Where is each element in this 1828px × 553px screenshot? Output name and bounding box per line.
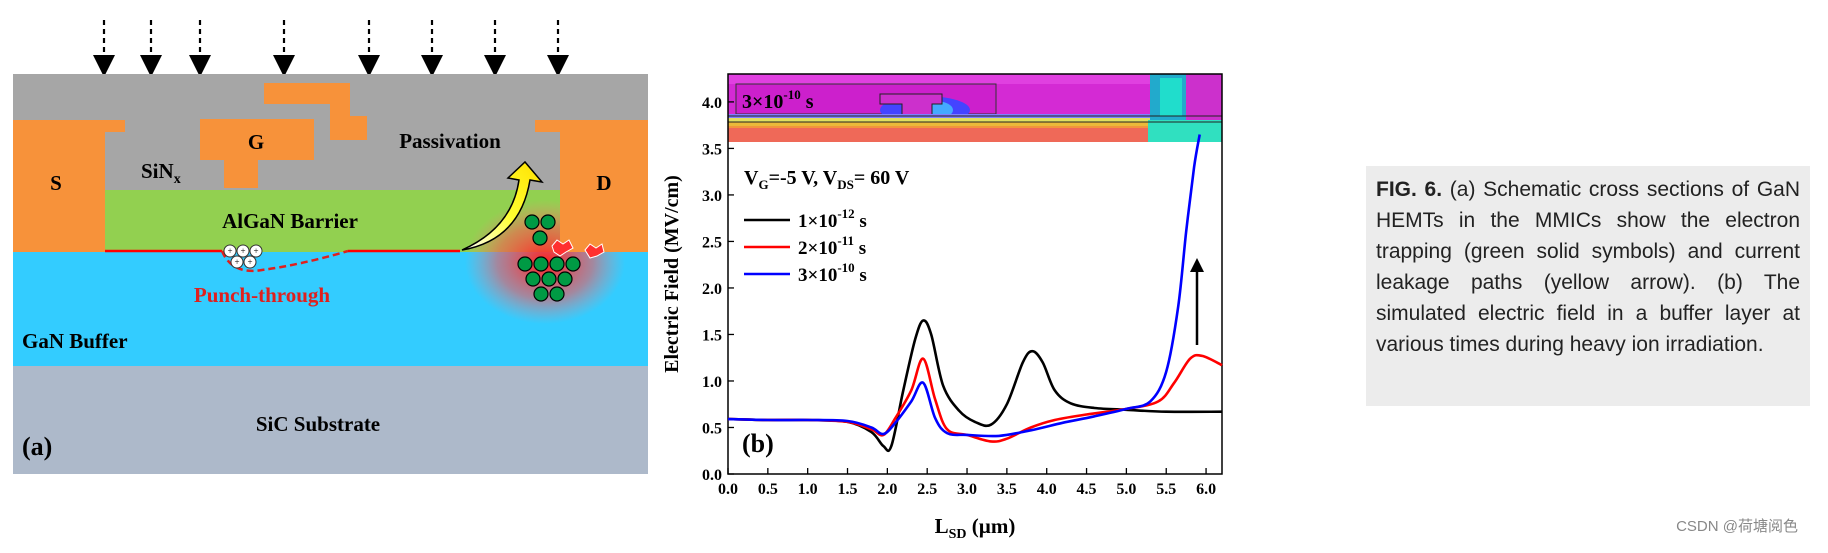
y-tick-label: 2.5 xyxy=(702,234,722,251)
y-tick-label: 3.0 xyxy=(702,188,722,205)
x-tick-label: 3.5 xyxy=(997,481,1017,498)
x-tick-label: 3.0 xyxy=(957,481,977,498)
x-tick-label: 1.5 xyxy=(838,481,858,498)
svg-text:+: + xyxy=(234,257,239,267)
legend-label-2: 2×10-11 s xyxy=(798,233,866,259)
increase-arrow xyxy=(1190,258,1204,345)
y-tick-label: 3.5 xyxy=(702,141,722,158)
electric-field-chart: 3×10-10 s 0.0 0.5 1.0 1.5 2.0 2.5 3.0 3.5 4.0 4.5… xyxy=(661,73,1223,542)
field-plate xyxy=(264,83,367,140)
source-label: S xyxy=(50,171,62,195)
y-tick-label: 1.5 xyxy=(702,327,722,344)
x-tick-label: 6.0 xyxy=(1196,481,1216,498)
substrate-layer xyxy=(13,366,648,474)
x-tick-label: 0.5 xyxy=(758,481,778,498)
gate-contact xyxy=(200,119,314,188)
x-tick-label: 0.0 xyxy=(718,481,738,498)
trapped-electrons xyxy=(517,214,581,302)
y-tick-label: 0.0 xyxy=(702,467,722,484)
sinx-label: SiNx xyxy=(141,159,181,187)
legend: 1×10-12 s2×10-11 s3×10-10 s xyxy=(744,206,867,286)
panel-a-schematic: + + + + + S D G Passivation SiNx AlGaN Bar… xyxy=(0,0,660,548)
y-tick-label: 4.0 xyxy=(702,95,722,112)
buffer-label: GaN Buffer xyxy=(22,329,128,353)
series-line-2 xyxy=(727,353,1223,443)
series-line-3 xyxy=(727,134,1201,438)
y-tick-label: 0.5 xyxy=(702,420,722,437)
x-tick-label: 5.0 xyxy=(1116,481,1136,498)
axes: 0.0 0.5 1.0 1.5 2.0 2.5 3.0 3.5 4.0 4.5 5.0 5.5 6.0 0… xyxy=(702,95,1216,498)
drain-label: D xyxy=(596,171,611,195)
substrate-label: SiC Substrate xyxy=(256,412,380,436)
hemt-cross-section: + + ++ + S D G Passivation SiNx AlGaN Bar… xyxy=(13,20,648,474)
drain-contact xyxy=(535,120,648,252)
x-tick-label: 4.0 xyxy=(1037,481,1057,498)
watermark: CSDN @荷塘阅色 xyxy=(1676,518,1798,535)
x-tick-label: 4.5 xyxy=(1077,481,1097,498)
impact-sparks xyxy=(551,239,605,259)
svg-text:+: + xyxy=(227,246,232,256)
panel-b-chart: 3×10-10 s 0.0 0.5 1.0 1.5 2.0 2.5 3.0 3.5 4.0 4.5… xyxy=(640,0,1240,548)
x-tick-label: 1.0 xyxy=(798,481,818,498)
leakage-arrow xyxy=(461,160,544,251)
x-tick-label: 5.5 xyxy=(1156,481,1176,498)
x-tick-label: 2.0 xyxy=(877,481,897,498)
svg-text:+: + xyxy=(240,246,245,256)
source-contact xyxy=(13,120,125,252)
legend-label-3: 3×10-10 s xyxy=(798,260,867,286)
panel-b-label: (b) xyxy=(742,429,774,458)
legend-label-1: 1×10-12 s xyxy=(798,206,867,232)
y-axis-label: Electric Field (MV/cm) xyxy=(661,175,683,373)
x-tick-label: 2.5 xyxy=(917,481,937,498)
bias-condition: VG=-5 V, VDS= 60 V xyxy=(744,167,910,192)
caption-text: (a) Schematic cross sections of GaN HEMT… xyxy=(1376,178,1800,356)
figure-caption: FIG. 6. (a) Schematic cross sections of … xyxy=(1366,166,1810,406)
ion-irradiation-arrows xyxy=(93,20,569,77)
y-tick-label: 2.0 xyxy=(702,281,722,298)
barrier-label: AlGaN Barrier xyxy=(222,209,358,233)
simulation-inset: 3×10-10 s xyxy=(728,74,1222,142)
holes-cluster: + + ++ + xyxy=(223,244,263,269)
inset-time-label: 3×10-10 s xyxy=(742,87,814,113)
punch-through-label: Punch-through xyxy=(194,283,330,307)
gate-label: G xyxy=(248,130,264,154)
x-axis-label: LSD (µm) xyxy=(935,514,1016,542)
y-tick-label: 1.0 xyxy=(702,374,722,391)
series-lines xyxy=(727,134,1223,453)
caption-label: FIG. 6. xyxy=(1376,178,1443,201)
passivation-label: Passivation xyxy=(399,129,501,153)
panel-a-label: (a) xyxy=(22,432,52,461)
svg-text:+: + xyxy=(247,257,252,267)
series-line-1 xyxy=(727,319,1223,453)
plot-frame xyxy=(727,73,1223,475)
svg-text:+: + xyxy=(253,246,258,256)
